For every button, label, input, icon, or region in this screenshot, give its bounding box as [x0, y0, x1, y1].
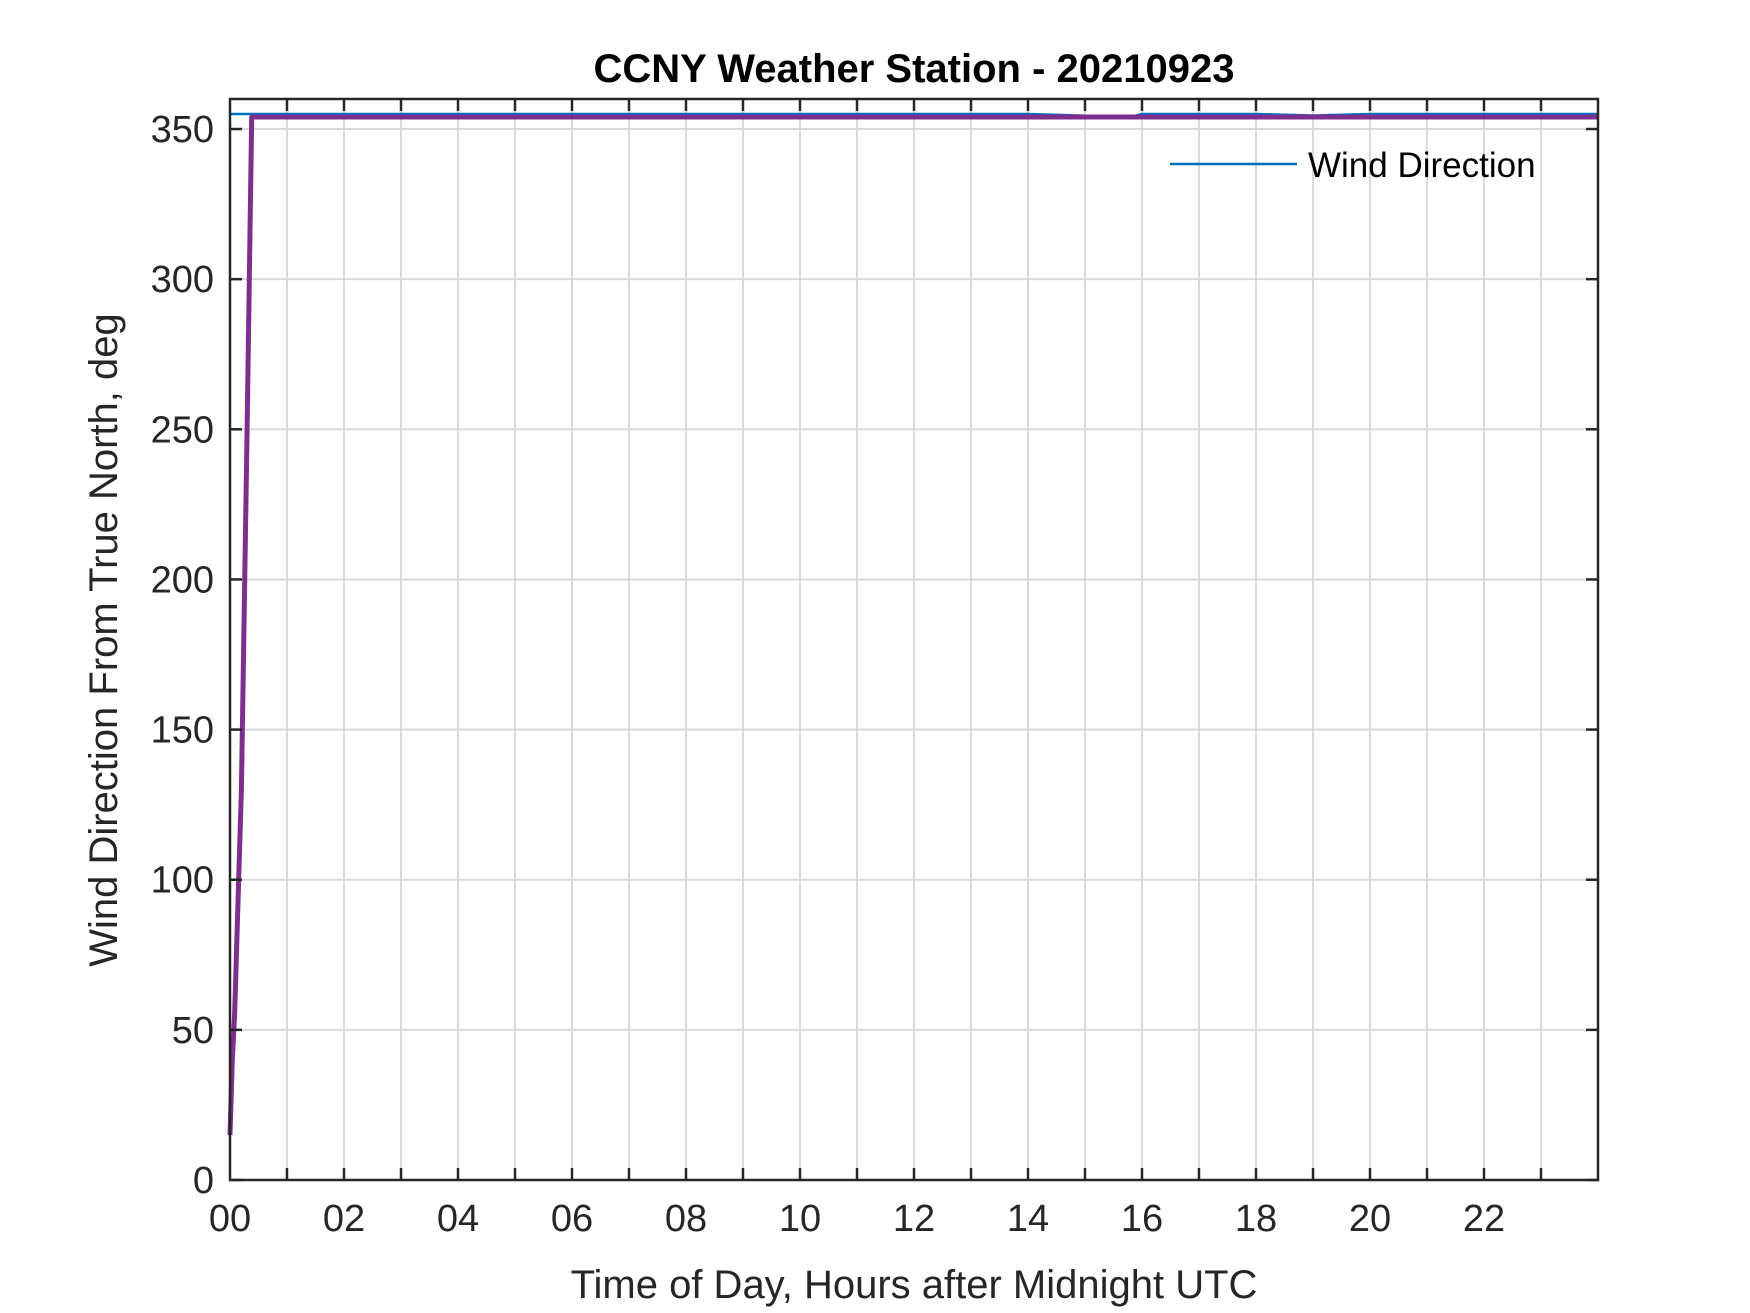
tick-marks: [230, 99, 1598, 1182]
y-tick-label: 50: [172, 1010, 214, 1052]
legend: Wind Direction: [1170, 146, 1536, 185]
x-tick-label: 08: [665, 1198, 707, 1240]
series-line-secondary: [227, 114, 1598, 1136]
legend-label-wind-direction: Wind Direction: [1308, 146, 1536, 185]
grid-lines: [230, 99, 1598, 1180]
y-tick-label: 200: [151, 559, 214, 601]
x-tick-label: 20: [1349, 1198, 1391, 1240]
y-tick-label: 0: [193, 1160, 214, 1202]
x-tick-label: 14: [1007, 1198, 1049, 1240]
x-tick-label: 12: [893, 1198, 935, 1240]
series-line-wind-direction: [230, 112, 1598, 119]
y-tick-label: 150: [151, 710, 214, 752]
x-tick-label: 10: [779, 1198, 821, 1240]
tick-labels: 0 50 100 150 200 250 300 350 00 02 04 06 08 10 12 14 16 1…: [151, 109, 1506, 1240]
x-tick-label: 16: [1121, 1198, 1163, 1240]
x-axis-label: Time of Day, Hours after Midnight UTC: [571, 1263, 1258, 1307]
x-tick-label: 04: [437, 1198, 479, 1240]
y-axis-label: Wind Direction From True North, deg: [82, 313, 126, 967]
y-tick-label: 250: [151, 409, 214, 451]
x-tick-label: 18: [1235, 1198, 1277, 1240]
x-tick-label: 22: [1463, 1198, 1505, 1240]
series-layer: [227, 112, 1598, 1136]
y-tick-label: 350: [151, 109, 214, 151]
y-tick-label: 100: [151, 860, 214, 902]
chart-title: CCNY Weather Station - 20210923: [594, 47, 1235, 91]
x-tick-label: 02: [323, 1198, 365, 1240]
x-tick-label: 06: [551, 1198, 593, 1240]
x-tick-label: 00: [209, 1198, 251, 1240]
y-tick-label: 300: [151, 259, 214, 301]
